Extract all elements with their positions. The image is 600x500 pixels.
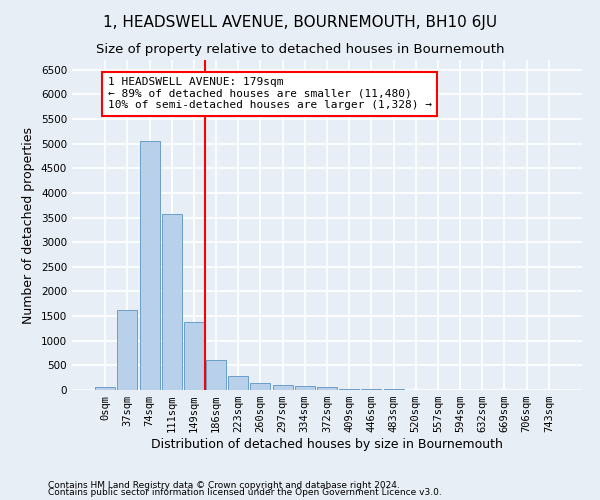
Bar	[206, 360, 226, 390]
Bar	[118, 310, 137, 390]
Text: 1 HEADSWELL AVENUE: 179sqm
← 89% of detached houses are smaller (11,480)
10% of : 1 HEADSWELL AVENUE: 179sqm ← 89% of deta…	[108, 77, 432, 110]
Text: Size of property relative to detached houses in Bournemouth: Size of property relative to detached ho…	[96, 42, 504, 56]
Bar	[361, 389, 382, 390]
Bar	[184, 322, 204, 390]
Bar	[250, 383, 271, 390]
Bar	[272, 385, 293, 390]
Bar	[317, 388, 337, 390]
Text: Contains HM Land Registry data © Crown copyright and database right 2024.: Contains HM Land Registry data © Crown c…	[48, 480, 400, 490]
Bar	[140, 141, 160, 390]
Bar	[95, 386, 115, 390]
Bar	[228, 376, 248, 390]
Text: Contains public sector information licensed under the Open Government Licence v3: Contains public sector information licen…	[48, 488, 442, 497]
Y-axis label: Number of detached properties: Number of detached properties	[22, 126, 35, 324]
Bar	[162, 214, 182, 390]
Bar	[295, 386, 315, 390]
Text: 1, HEADSWELL AVENUE, BOURNEMOUTH, BH10 6JU: 1, HEADSWELL AVENUE, BOURNEMOUTH, BH10 6…	[103, 15, 497, 30]
Bar	[339, 388, 359, 390]
X-axis label: Distribution of detached houses by size in Bournemouth: Distribution of detached houses by size …	[151, 438, 503, 451]
